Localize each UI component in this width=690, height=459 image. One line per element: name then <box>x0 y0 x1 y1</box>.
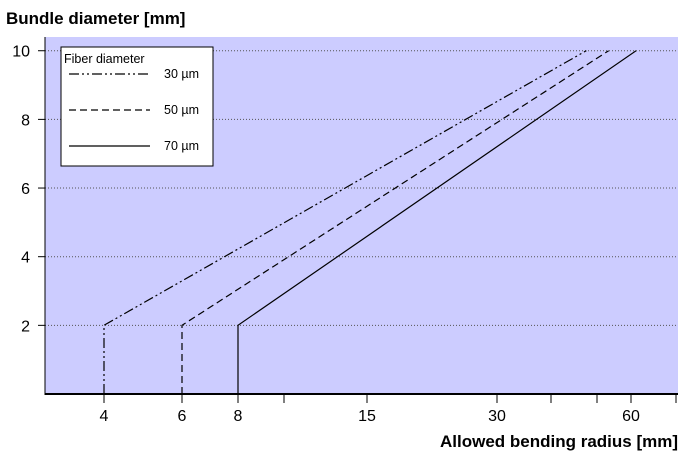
x-tick-label-8: 8 <box>234 408 243 425</box>
y-tick-label-10: 10 <box>12 44 30 61</box>
x-tick-label-15: 15 <box>358 408 376 425</box>
x-tick-label-30: 30 <box>488 408 506 425</box>
y-tick-label-4: 4 <box>21 250 30 267</box>
series-line-3 <box>237 50 637 394</box>
y-tick-label-2: 2 <box>21 318 30 335</box>
series-lines <box>103 50 637 394</box>
legend-title: Fiber diameter <box>64 52 145 66</box>
legend-items: 30 µm 50 µm 70 µm <box>69 67 199 153</box>
series-line-2 <box>181 50 610 394</box>
legend-label-1: 30 µm <box>164 67 199 81</box>
legend: Fiber diameter 30 µm 50 µm 70 µm <box>60 46 214 167</box>
x-tick-label-4: 4 <box>100 408 109 425</box>
y-tick-label-8: 8 <box>21 112 30 129</box>
legend-label-3: 70 µm <box>164 139 199 153</box>
legend-label-2: 50 µm <box>164 103 199 117</box>
x-axis-ticks: 4 6 8 15 30 60 <box>100 394 677 425</box>
y-tick-label-6: 6 <box>21 181 30 198</box>
x-axis-title: Allowed bending radius [mm] <box>440 432 678 451</box>
y-axis-ticks: 2 4 6 8 10 <box>12 44 45 335</box>
y-axis-title: Bundle diameter [mm] <box>6 9 185 28</box>
series-line-1 <box>103 50 587 394</box>
x-tick-label-6: 6 <box>178 408 187 425</box>
x-tick-label-60: 60 <box>622 408 640 425</box>
